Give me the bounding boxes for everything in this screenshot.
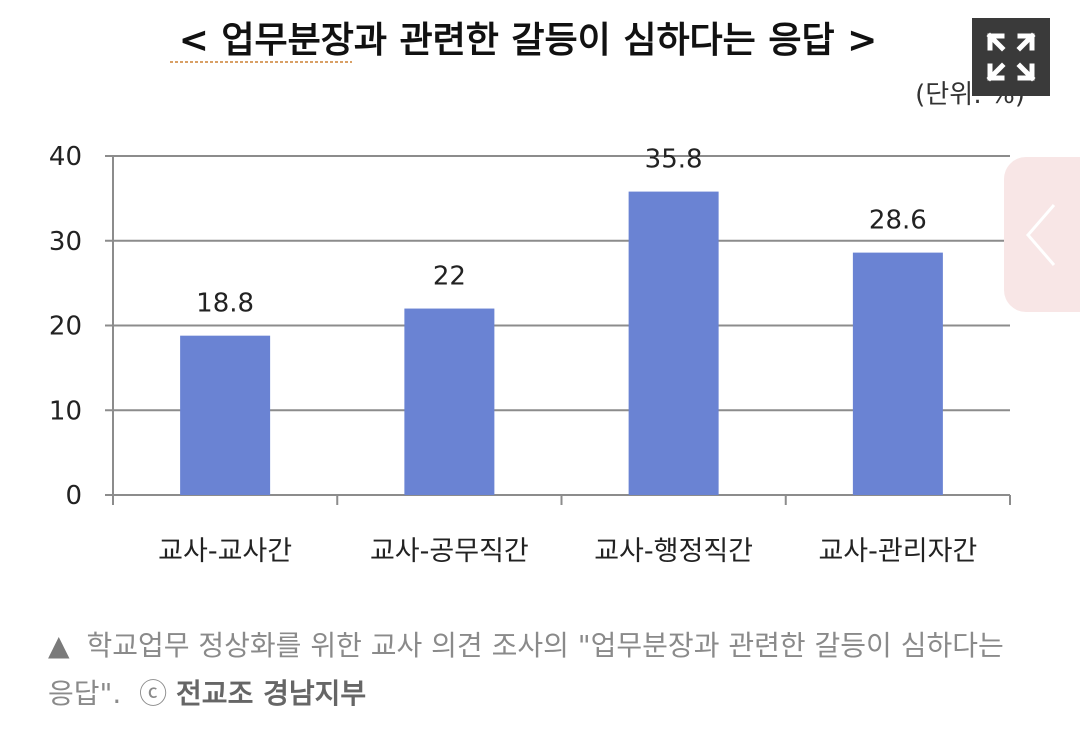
data-label-2: 22 bbox=[433, 262, 466, 292]
category-label-2: 교사-공무직간 bbox=[370, 536, 529, 567]
expand-button[interactable] bbox=[972, 18, 1050, 96]
bar-2 bbox=[404, 308, 495, 495]
caption-credit: 전교조 경남지부 bbox=[176, 677, 367, 710]
y-tick-label: 10 bbox=[49, 396, 82, 426]
chart-title: < 업무분장과 관련한 갈등이 심하다는 응답 > bbox=[179, 20, 878, 61]
y-tick-label: 40 bbox=[49, 142, 82, 172]
copyright-symbol: ⓒ bbox=[139, 677, 168, 710]
image-caption: ▲ 학교업무 정상화를 위한 교사 의견 조사의 "업무분장과 관련한 갈등이 … bbox=[48, 622, 1038, 718]
category-label-1: 교사-교사간 bbox=[158, 536, 292, 567]
bar-1 bbox=[180, 335, 271, 495]
data-label-4: 28.6 bbox=[869, 206, 927, 236]
y-tick-label: 20 bbox=[49, 312, 82, 342]
bar-3 bbox=[628, 191, 719, 495]
y-tick-label: 30 bbox=[49, 227, 82, 257]
bar-chart: < 업무분장과 관련한 갈등이 심하다는 응답 > (단위: %) 010203… bbox=[49, 20, 1025, 567]
data-label-3: 35.8 bbox=[645, 145, 703, 175]
data-label-1: 18.8 bbox=[196, 289, 254, 319]
category-label-4: 교사-관리자간 bbox=[818, 536, 977, 567]
bar-4 bbox=[852, 252, 943, 495]
triangle-marker: ▲ bbox=[48, 629, 70, 662]
prev-image-button[interactable] bbox=[1004, 157, 1080, 312]
chevron-left-icon bbox=[1026, 204, 1056, 266]
bars bbox=[180, 191, 943, 495]
caption-text: 학교업무 정상화를 위한 교사 의견 조사의 "업무분장과 관련한 갈등이 심하… bbox=[48, 629, 1004, 710]
category-label-3: 교사-행정직간 bbox=[594, 536, 753, 567]
y-tick-label: 0 bbox=[65, 481, 82, 511]
labels: 0 10 20 30 40 18.8 교사-교사간 22 교사-공무직간 35.8 교사-행정직간 2… bbox=[49, 142, 977, 567]
expand-icon bbox=[986, 32, 1036, 82]
